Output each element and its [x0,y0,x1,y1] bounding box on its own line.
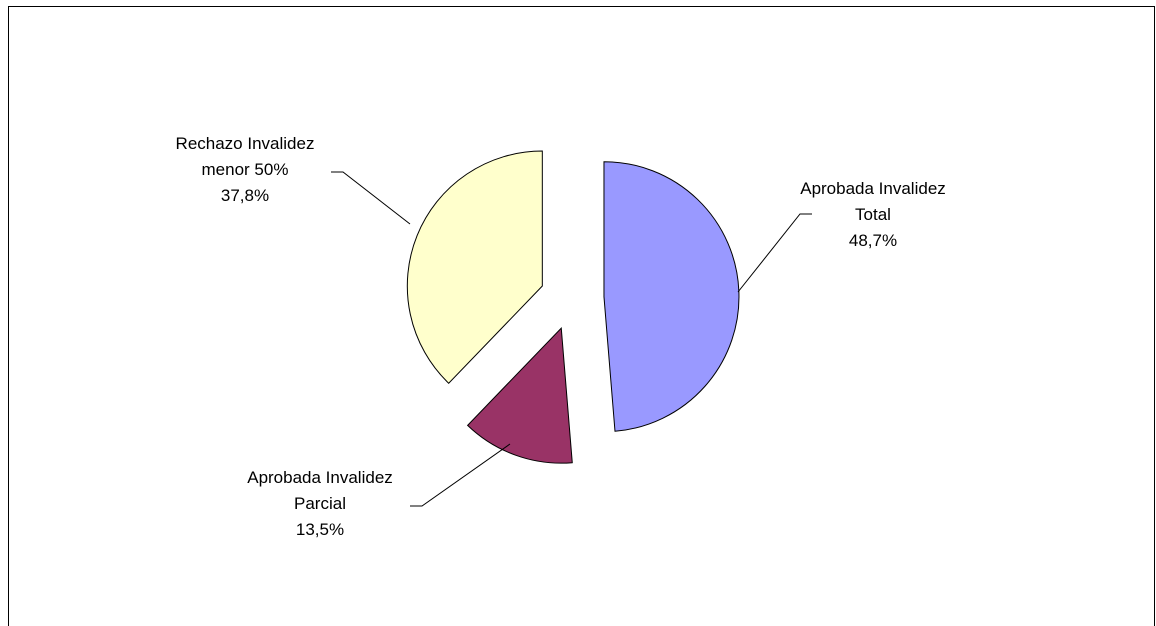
slice-label-aprobada-parcial: Aprobada Invalidez Parcial 13,5% [247,465,393,543]
slice-label-rechazo: Rechazo Invalidez menor 50% 37,8% [176,131,315,209]
slice-label-line: Total [855,205,891,224]
chart-area [8,6,1155,626]
leader-line [410,443,511,507]
slice-label-line: menor 50% [201,160,289,179]
slice-value-label: 48,7% [848,231,898,250]
slice-aprobada-parcial [466,326,573,464]
slice-label-aprobada-total: Aprobada Invalidez Total 48,7% [800,176,946,254]
leader-line [331,171,411,225]
slice-label-line: Aprobada Invalidez [800,179,946,198]
leader-line [737,213,812,293]
slice-label-line: Parcial [294,494,346,513]
slice-label-line: Rechazo Invalidez [175,134,315,153]
slice-value-label: 13,5% [295,520,345,539]
slice-aprobada-total [603,161,740,432]
slice-label-line: Aprobada Invalidez [247,468,393,487]
slice-value-label: 37,8% [220,186,270,205]
slice-rechazo [406,150,543,384]
